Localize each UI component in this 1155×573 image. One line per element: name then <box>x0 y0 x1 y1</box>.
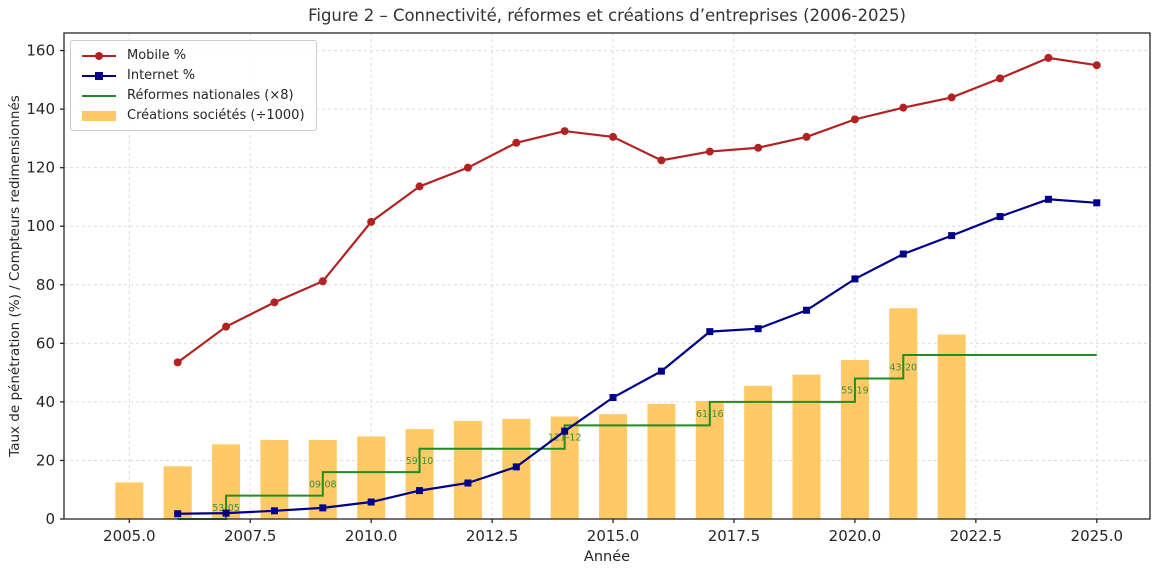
internet-marker <box>512 463 520 471</box>
x-tick-label: 2020.0 <box>829 527 882 545</box>
mobile-marker <box>947 93 956 102</box>
internet-line-swatch-icon <box>82 71 116 80</box>
internet-marker <box>367 498 375 506</box>
bar <box>744 385 773 519</box>
internet-marker <box>1044 195 1052 203</box>
y-tick-label: 40 <box>36 393 55 411</box>
mobile-line <box>177 56 1097 364</box>
legend-item-creations: Créations sociétés (÷1000) <box>80 108 305 123</box>
bar <box>792 374 821 519</box>
mobile-marker <box>705 147 714 156</box>
mobile-marker <box>802 132 811 141</box>
legend-label-reformes: Réformes nationales (×8) <box>127 88 294 103</box>
internet-marker <box>899 250 907 258</box>
internet-marker <box>609 394 617 401</box>
mobile-line-swatch-icon <box>82 51 116 60</box>
mobile-marker <box>512 138 521 147</box>
mobile-marker <box>609 132 618 141</box>
mobile-marker <box>560 127 569 136</box>
reform-annotation: 53-05 <box>212 503 240 514</box>
y-tick-label: 80 <box>36 276 55 294</box>
y-tick-label: 140 <box>26 100 55 118</box>
internet-marker <box>561 427 569 435</box>
internet-marker <box>464 479 472 487</box>
y-tick-label: 120 <box>26 159 55 177</box>
bar <box>260 439 289 519</box>
x-tick-label: 2017.5 <box>708 527 761 545</box>
legend-item-mobile: Mobile % <box>80 48 305 63</box>
y-axis-label: Taux de pénétration (%) / Compteurs redi… <box>7 95 23 457</box>
internet-marker <box>416 487 424 495</box>
reform-annotation: 59-10 <box>406 456 434 467</box>
x-tick-label: 2005.0 <box>103 527 156 545</box>
x-tick-label: 2010.0 <box>345 527 398 545</box>
y-tick-label: 20 <box>36 451 55 469</box>
internet-marker <box>851 275 859 283</box>
reform-annotation: 121-12 <box>548 433 582 444</box>
mobile-marker <box>754 143 763 152</box>
internet-marker <box>803 306 811 314</box>
reforms-line-swatch-icon <box>82 94 116 97</box>
mobile-marker <box>173 358 182 367</box>
mobile-marker <box>1092 61 1101 70</box>
internet-marker <box>996 213 1004 221</box>
x-tick-label: 2025.0 <box>1071 527 1124 545</box>
mobile-marker <box>657 156 666 165</box>
internet-marker <box>706 328 714 336</box>
mobile-marker <box>1044 53 1053 62</box>
internet-line <box>177 198 1097 515</box>
reform-annotation: 09-08 <box>309 479 337 490</box>
x-tick-label: 2007.5 <box>224 527 277 545</box>
legend-item-reformes: Réformes nationales (×8) <box>80 88 305 103</box>
internet-marker <box>270 507 278 515</box>
plot-border <box>63 32 1151 520</box>
mobile-marker <box>318 277 327 286</box>
mobile-marker <box>270 298 279 307</box>
internet-marker <box>1093 199 1101 207</box>
bar <box>405 429 434 519</box>
x-tick-label: 2012.5 <box>466 527 519 545</box>
internet-marker <box>319 504 327 512</box>
bar <box>889 308 918 519</box>
internet-marker <box>174 510 182 518</box>
y-tick-label: 60 <box>36 334 55 352</box>
bar <box>163 466 192 519</box>
internet-marker <box>657 367 665 375</box>
x-axis-label: Année <box>583 549 631 565</box>
mobile-marker <box>899 103 908 112</box>
x-tick-label: 2022.5 <box>950 527 1003 545</box>
mobile-marker <box>222 322 231 331</box>
legend-label-internet: Internet % <box>127 68 196 83</box>
mobile-marker <box>850 115 859 124</box>
bar <box>357 436 386 519</box>
legend-label-creations: Créations sociétés (÷1000) <box>127 108 305 123</box>
y-tick-label: 100 <box>26 217 55 235</box>
y-tick-label: 0 <box>45 510 55 528</box>
x-tick-label: 2015.0 <box>587 527 640 545</box>
mobile-marker <box>996 74 1005 83</box>
mobile-marker <box>415 182 424 191</box>
reform-step-line <box>177 354 1097 520</box>
bar <box>937 334 966 519</box>
mobile-marker <box>463 163 472 172</box>
y-tick-label: 160 <box>26 42 55 60</box>
internet-marker <box>948 232 956 240</box>
internet-marker <box>222 509 230 517</box>
creations-bar-swatch-icon <box>82 110 116 121</box>
bar <box>599 414 628 519</box>
mobile-marker <box>367 217 376 226</box>
legend-item-internet: Internet % <box>80 68 305 83</box>
reform-annotation: 61-16 <box>696 409 724 420</box>
internet-marker <box>754 325 762 333</box>
bar <box>115 482 144 519</box>
legend-label-mobile: Mobile % <box>127 48 187 63</box>
bar <box>453 420 482 519</box>
bar <box>647 403 676 519</box>
chart-title: Figure 2 – Connectivité, réformes et cré… <box>308 6 906 25</box>
reform-annotation: 43-20 <box>889 362 917 373</box>
reform-annotation: 55-19 <box>841 386 869 397</box>
legend: Mobile % Internet % Réformes nationales … <box>70 40 317 131</box>
